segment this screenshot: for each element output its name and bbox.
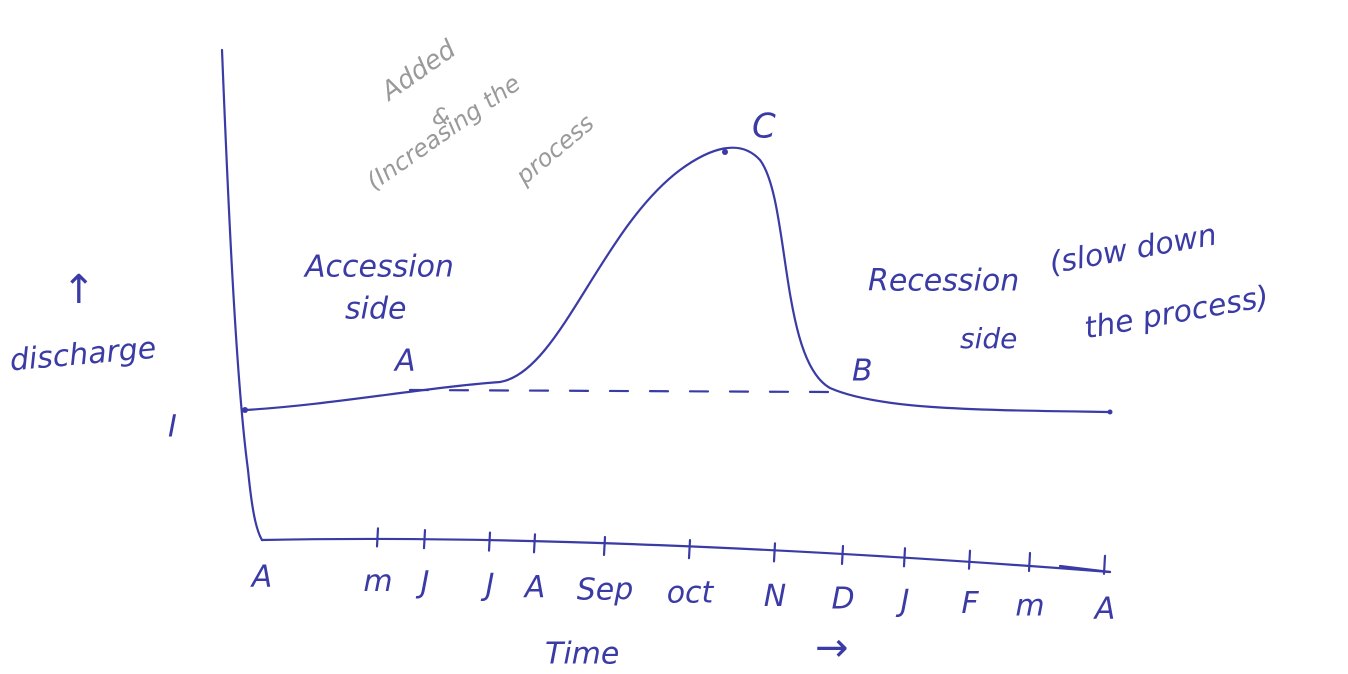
y-arrow: ↑	[62, 267, 96, 313]
x-label: Time	[545, 637, 619, 672]
x-tick-label: m	[1015, 588, 1044, 623]
peak-dot	[722, 149, 728, 155]
x-tick	[1027, 551, 1032, 573]
x-tick	[840, 544, 845, 566]
x-tick	[772, 542, 777, 563]
end-dot	[1107, 409, 1113, 415]
side-label: side	[960, 322, 1017, 355]
x-tick-label: A	[250, 560, 273, 595]
x-tick-label: N	[764, 579, 786, 614]
side-label: Recession	[868, 264, 1019, 299]
x-axis	[260, 537, 1112, 574]
x-tick-label: m	[363, 564, 392, 599]
x-tick	[902, 547, 907, 568]
x-tick-label: oct	[667, 576, 715, 611]
x-tick	[532, 533, 537, 554]
start-dot	[242, 407, 248, 413]
x-tick	[487, 531, 492, 552]
y-marker: I	[168, 410, 177, 445]
x-tick	[375, 527, 380, 548]
side-label: side	[345, 292, 406, 327]
x-arrow: →	[815, 625, 849, 671]
x-tick-label: A	[1093, 591, 1116, 626]
base-flow-line	[408, 388, 832, 394]
x-tick	[687, 539, 692, 560]
point-label: C	[752, 107, 776, 147]
x-axis-tip	[1058, 564, 1112, 574]
note-line: &	[432, 105, 449, 130]
x-tick-label: Sep	[577, 572, 634, 607]
x-tick	[422, 529, 427, 550]
x-tick-label: D	[831, 581, 854, 616]
point-label: B	[852, 354, 873, 389]
y-axis	[220, 48, 264, 542]
x-tick	[1102, 554, 1107, 575]
x-tick-marks	[375, 527, 1107, 575]
x-tick	[602, 535, 607, 557]
x-tick-label: A	[523, 570, 546, 605]
point-label: A	[393, 344, 416, 379]
x-tick-label: F	[961, 586, 979, 621]
hydrograph-curve	[243, 146, 1112, 414]
side-label: Accession	[303, 250, 454, 285]
x-tick	[967, 549, 972, 570]
